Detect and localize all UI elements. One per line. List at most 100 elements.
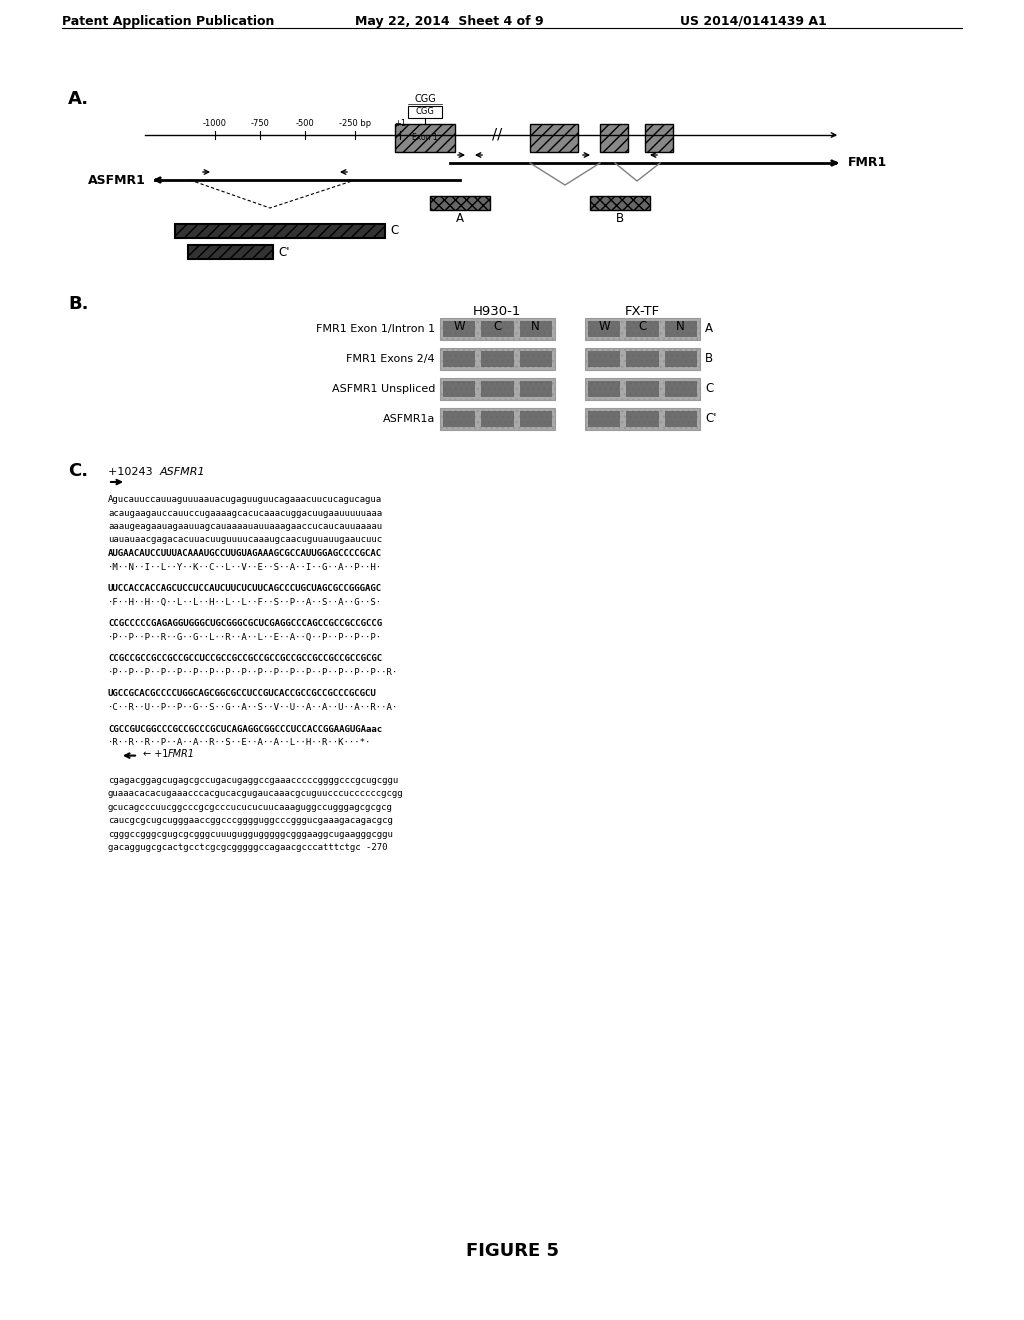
Bar [440, 378, 555, 400]
Text: H930-1: H930-1 [473, 305, 521, 318]
Text: W: W [598, 319, 610, 333]
Text: ·P··P··P··P··P··P··P··P··P··P··P··P··P··P··P··P··P··R·: ·P··P··P··P··P··P··P··P··P··P··P··P··P··… [108, 668, 398, 677]
Text: W: W [454, 319, 465, 333]
Text: A: A [456, 213, 464, 224]
Text: ASFMR1: ASFMR1 [88, 173, 146, 186]
Bar [481, 411, 514, 426]
Bar [519, 381, 552, 397]
Bar [585, 378, 700, 400]
Bar [481, 381, 514, 397]
Text: FMR1: FMR1 [168, 748, 195, 759]
Bar [395, 124, 455, 152]
Bar [408, 106, 442, 117]
Text: guaaacacacugaaacccacgucacgugaucaaacgcuguucccuccccccgcgg: guaaacacacugaaacccacgucacgugaucaaacgcugu… [108, 789, 403, 799]
Text: ← +1: ← +1 [143, 748, 171, 759]
Text: FMR1: FMR1 [848, 157, 887, 169]
Bar [175, 224, 385, 238]
Text: //: // [492, 128, 502, 143]
Bar [443, 381, 475, 397]
Bar [530, 124, 578, 152]
Bar [440, 348, 555, 370]
Bar [627, 381, 658, 397]
Bar [188, 246, 273, 259]
Text: C: C [494, 319, 502, 333]
Text: cgagacggagcugagcgccugacugaggccgaaacccccggggcccgcugcggu: cgagacggagcugagcgccugacugaggccgaaacccccg… [108, 776, 398, 785]
Bar [585, 318, 700, 341]
Text: aaaugeagaauagaauuagcauaaaauauuaaagaaccucaucauuaaaau: aaaugeagaauagaauuagcauaaaauauuaaagaaccuc… [108, 521, 382, 531]
Text: C: C [705, 383, 714, 396]
Bar [627, 411, 658, 426]
Text: C.: C. [68, 462, 88, 480]
Text: CCGCCGCCGCCGCCGCCUCCGCCGCCGCCGCCGCCGCCGCCGCCGCCGCGC: CCGCCGCCGCCGCCGCCUCCGCCGCCGCCGCCGCCGCCGC… [108, 655, 382, 664]
Text: CCGCCCCCGAGAGGUGGGCUGCGGGCGCUCGAGGCCCAGCCGCCGCCGCCG: CCGCCCCCGAGAGGUGGGCUGCGGGCGCUCGAGGCCCAGC… [108, 619, 382, 628]
Bar [440, 408, 555, 430]
Bar [430, 195, 490, 210]
Bar [519, 351, 552, 367]
Text: +10243: +10243 [108, 467, 156, 477]
Bar [481, 321, 514, 337]
Text: CGCCGUCGGCCCGCCGCCCGCUCAGAGGCGGCCCUCCACCGGAAGUGAaac: CGCCGUCGGCCCGCCGCCCGCUCAGAGGCGGCCCUCCACC… [108, 725, 382, 734]
Bar [665, 381, 697, 397]
Text: FX-TF: FX-TF [625, 305, 659, 318]
Text: +1: +1 [394, 119, 407, 128]
Bar [665, 411, 697, 426]
Text: CGG: CGG [414, 94, 436, 104]
Text: B: B [705, 352, 713, 366]
Text: B: B [616, 213, 624, 224]
Text: N: N [531, 319, 540, 333]
Bar [627, 321, 658, 337]
Bar [645, 124, 673, 152]
Bar [519, 321, 552, 337]
Text: uauauaacgagacacuuacuuguuuucaaaugcaacuguuauugaaucuuc: uauauaacgagacacuuacuuguuuucaaaugcaacuguu… [108, 536, 382, 544]
Text: US 2014/0141439 A1: US 2014/0141439 A1 [680, 15, 826, 28]
Bar [588, 321, 621, 337]
Text: cgggccgggcgugcgcgggcuuuguggugggggcgggaaggcugaagggcggu: cgggccgggcgugcgcgggcuuuguggugggggcgggaag… [108, 830, 393, 838]
Text: Agucauuccauuaguuuaauacugaguuguucagaaacuucucagucagua: Agucauuccauuaguuuaauacugaguuguucagaaacuu… [108, 495, 382, 504]
Text: AUGAACAUCCUUUACAAAUGCCUUGUAGAAAGCGCCAUUGGAGCCCCGCAC: AUGAACAUCCUUUACAAAUGCCUUGUAGAAAGCGCCAUUG… [108, 549, 382, 558]
Text: acaugaagauccauuccugaaaagcacucaaacuggacuugaauuuuuaaa: acaugaagauccauuccugaaaagcacucaaacuggacuu… [108, 508, 382, 517]
Text: C': C' [705, 412, 717, 425]
Text: A: A [705, 322, 713, 335]
Text: UUCCACCACCAGCUCCUCCAUCUUCUCUUCAGCCCUGCUAGCGCCGGGAGC: UUCCACCACCAGCUCCUCCAUCUUCUCUUCAGCCCUGCUA… [108, 583, 382, 593]
Text: A.: A. [68, 90, 89, 108]
Bar [665, 351, 697, 367]
Text: ·C··R··U··P··P··G··S··G··A··S··V··U··A··A··U··A··R··A·: ·C··R··U··P··P··G··S··G··A··S··V··U··A··… [108, 704, 398, 711]
Text: Patent Application Publication: Patent Application Publication [62, 15, 274, 28]
Text: gcucagcccuucggcccgcgcccucucucuucaaaguggccugggagcgcgcg: gcucagcccuucggcccgcgcccucucucuucaaaguggc… [108, 803, 393, 812]
Bar [440, 318, 555, 341]
Text: B.: B. [68, 294, 88, 313]
Text: FMR1 Exons 2/4: FMR1 Exons 2/4 [346, 354, 435, 364]
Bar [585, 408, 700, 430]
Bar [627, 351, 658, 367]
Text: ASFMR1 Unspliced: ASFMR1 Unspliced [332, 384, 435, 393]
Text: gacaggugcgcactgcctcgcgcgggggccagaacgcccatttctgc -270: gacaggugcgcactgcctcgcgcgggggccagaacgccca… [108, 843, 387, 853]
Text: FIGURE 5: FIGURE 5 [466, 1242, 558, 1261]
Bar [665, 321, 697, 337]
Bar [443, 321, 475, 337]
Text: -750: -750 [251, 119, 269, 128]
Bar [443, 411, 475, 426]
Text: C: C [638, 319, 646, 333]
Text: May 22, 2014  Sheet 4 of 9: May 22, 2014 Sheet 4 of 9 [355, 15, 544, 28]
Text: N: N [676, 319, 685, 333]
Bar [588, 381, 621, 397]
Text: ·R··R··R··P··A··A··R··S··E··A··A··L··H··R··K···*·: ·R··R··R··P··A··A··R··S··E··A··A··L··H··… [108, 738, 372, 747]
Bar [519, 411, 552, 426]
Bar [443, 351, 475, 367]
Text: C: C [390, 224, 398, 238]
Text: caucgcgcugcugggaaccggcccgggguggcccgggucgaaagacagacgcg: caucgcgcugcugggaaccggcccgggguggcccgggucg… [108, 816, 393, 825]
Bar [600, 124, 628, 152]
Bar [590, 195, 650, 210]
Text: UGCCGCACGCCCCUGGCAGCGGCGCCUCCGUCACCGCCGCCGCCCGCGCU: UGCCGCACGCCCCUGGCAGCGGCGCCUCCGUCACCGCCGC… [108, 689, 377, 698]
Text: -1000: -1000 [203, 119, 227, 128]
Bar [481, 351, 514, 367]
Text: Exon 1: Exon 1 [413, 133, 438, 143]
Text: ASFMR1: ASFMR1 [160, 467, 206, 477]
Text: -250 bp: -250 bp [339, 119, 371, 128]
Text: -500: -500 [296, 119, 314, 128]
Text: C': C' [278, 246, 290, 259]
Text: ·P··P··P··R··G··G··L··R··A··L··E··A··Q··P··P··P··P·: ·P··P··P··R··G··G··L··R··A··L··E··A··Q··… [108, 632, 382, 642]
Bar [588, 351, 621, 367]
Text: FMR1 Exon 1/Intron 1: FMR1 Exon 1/Intron 1 [315, 323, 435, 334]
Bar [588, 411, 621, 426]
